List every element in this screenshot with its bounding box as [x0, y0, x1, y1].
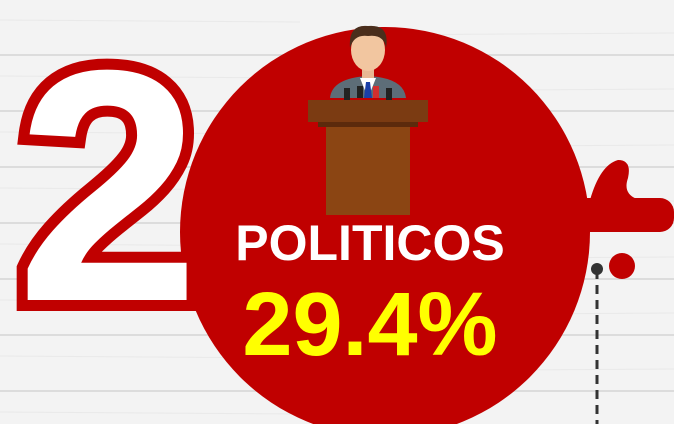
- rank-number: 2: [16, 1, 200, 370]
- pointer-dot: [591, 263, 603, 275]
- percentage: 29.4%: [242, 275, 497, 375]
- category-label: POLITICOS: [235, 215, 504, 271]
- infographic: 2 POLITICOS 29.4%: [0, 0, 674, 424]
